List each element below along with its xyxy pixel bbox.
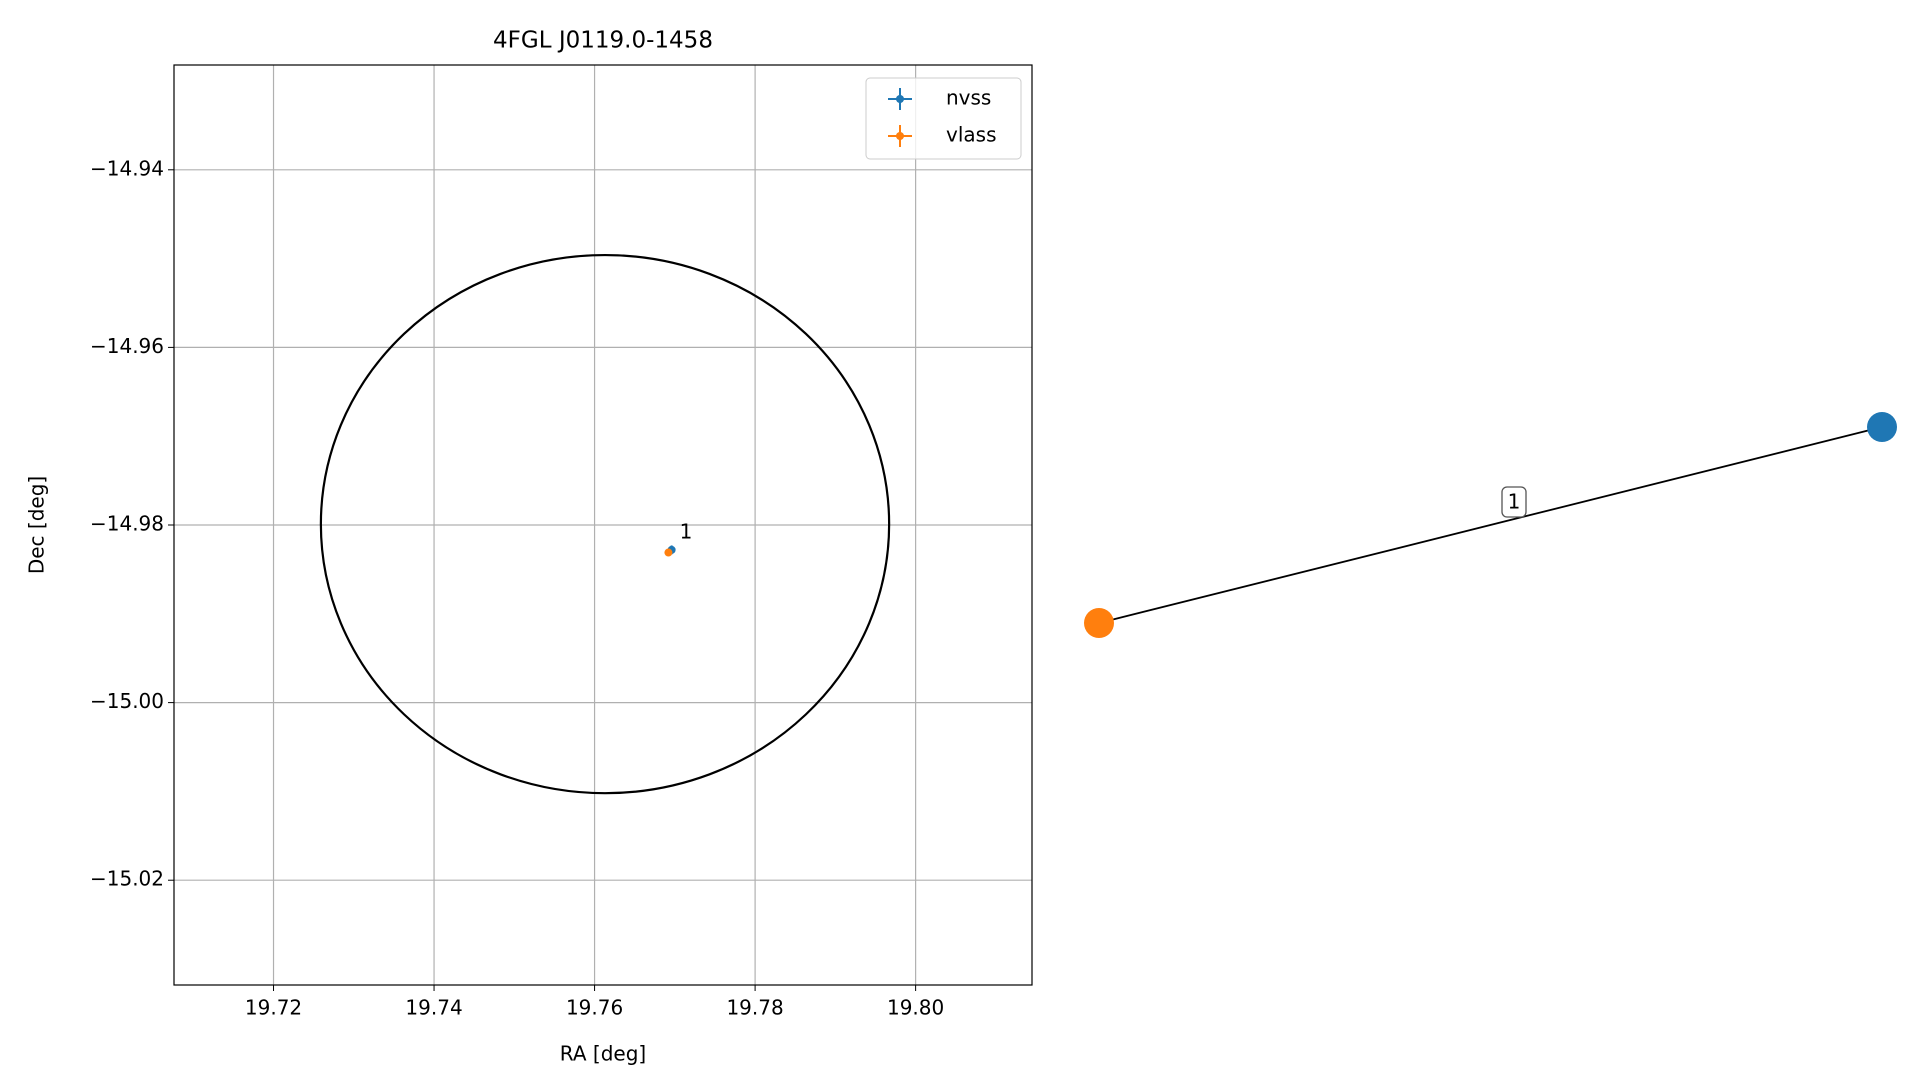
y-tick-label: −14.98	[90, 512, 164, 536]
error-circle	[319, 253, 891, 795]
edge-label-box	[1501, 486, 1527, 518]
point-annotation: 1	[680, 519, 693, 543]
legend-label: nvss	[946, 86, 991, 110]
legend-label: vlass	[946, 123, 997, 147]
point	[664, 548, 673, 557]
graph-edge	[1098, 426, 1883, 624]
chart-title: 4FGL J0119.0-1458	[493, 28, 713, 54]
graph-node	[1867, 412, 1897, 442]
x-tick-label: 19.76	[566, 996, 623, 1020]
x-tick-label: 19.80	[887, 996, 944, 1020]
legend-box	[865, 77, 1022, 160]
y-tick-label: −14.96	[90, 334, 164, 358]
y-tick-label: −14.94	[90, 156, 164, 180]
edge-label: 1	[1508, 490, 1521, 514]
plot-frame	[173, 64, 1033, 986]
y-tick-label: −15.02	[90, 867, 164, 891]
legend-marker	[896, 132, 904, 140]
x-axis-label: RA [deg]	[560, 1042, 646, 1066]
x-tick-label: 19.74	[405, 996, 462, 1020]
y-axis-label: Dec [deg]	[25, 476, 49, 574]
graph-node	[1084, 608, 1114, 638]
y-tick-label: −15.00	[90, 689, 164, 713]
legend-marker	[896, 95, 904, 103]
x-tick-label: 19.78	[726, 996, 783, 1020]
x-tick-label: 19.72	[245, 996, 302, 1020]
